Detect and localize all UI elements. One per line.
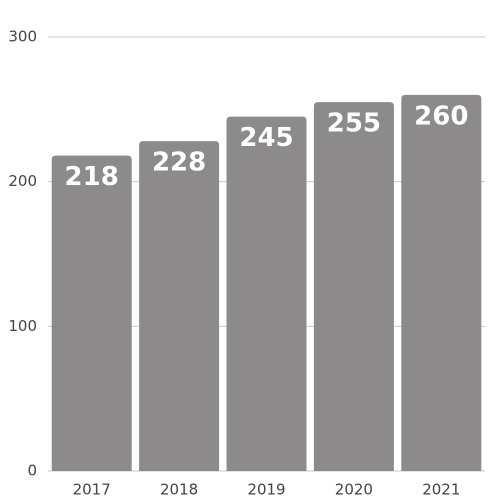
x-tick-label: 2021 <box>422 481 460 499</box>
value-label: 228 <box>152 148 206 178</box>
bar <box>139 141 220 471</box>
y-tick-label: 200 <box>8 172 37 190</box>
value-label: 260 <box>414 101 468 131</box>
y-tick-label: 0 <box>27 462 37 480</box>
value-label: 218 <box>65 162 119 192</box>
bar <box>313 102 394 471</box>
bar <box>226 116 307 472</box>
bar <box>51 155 132 472</box>
bar <box>401 94 482 471</box>
y-tick-label: 300 <box>8 28 37 46</box>
x-tick-label: 2020 <box>335 481 373 499</box>
x-tick-label: 2017 <box>73 481 111 499</box>
x-tick-label: 2019 <box>247 481 285 499</box>
x-tick-label: 2018 <box>160 481 198 499</box>
value-label: 255 <box>327 109 381 139</box>
value-label: 245 <box>239 123 293 153</box>
y-tick-label: 100 <box>8 317 37 335</box>
